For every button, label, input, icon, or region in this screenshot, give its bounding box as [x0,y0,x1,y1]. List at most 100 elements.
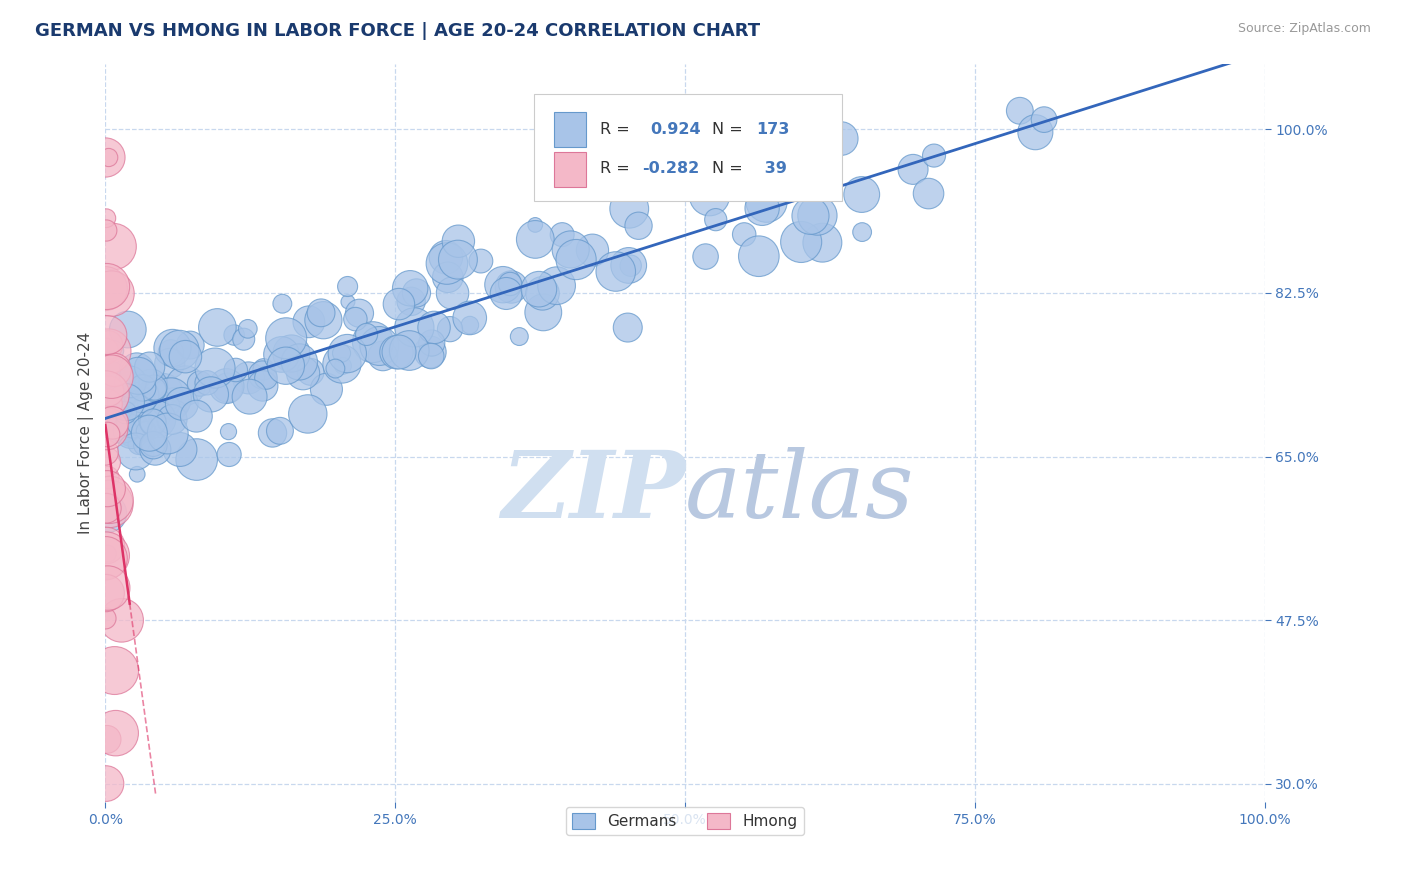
Point [419,345,441,359]
Point [330,346,353,360]
Point [733,227,755,242]
Point [748,249,770,263]
Point [120,426,142,441]
Point [129,394,152,409]
Point [288,355,311,369]
Point [271,296,294,310]
Point [110,613,132,627]
Point [94,551,117,566]
Point [254,371,277,385]
Point [297,407,319,421]
Point [111,419,134,434]
Point [851,225,873,239]
Point [695,250,717,264]
Point [127,368,149,383]
Point [790,235,813,249]
Point [131,381,153,395]
Point [436,270,458,285]
Point [94,281,117,295]
Point [361,335,384,350]
Point [404,320,426,334]
Point [117,322,139,336]
Point [458,318,481,332]
Point [901,162,924,177]
Point [851,187,873,202]
Point [143,383,166,397]
Point [97,470,120,484]
Point [492,277,515,292]
Point [546,278,568,293]
Point [799,209,821,223]
Point [97,344,120,359]
Point [217,381,239,395]
Point [134,438,156,452]
Point [188,376,211,391]
Point [143,381,166,395]
Point [125,444,148,458]
Point [298,315,321,329]
Point [142,437,165,451]
Point [269,424,291,438]
Point [96,506,118,520]
Point [447,252,470,267]
Point [336,346,359,360]
Text: R =: R = [600,121,636,136]
Point [830,131,852,145]
Point [138,416,160,430]
Point [135,424,157,438]
Point [100,368,122,383]
Point [97,581,120,595]
Point [138,360,160,375]
Point [94,549,117,563]
Point [315,382,337,396]
Text: 39: 39 [759,161,787,177]
Point [160,412,183,426]
Point [405,285,427,300]
Point [309,306,332,320]
Point [627,219,650,233]
Point [225,363,247,377]
Point [100,286,122,301]
Point [104,664,127,678]
Point [531,286,554,301]
Bar [554,112,586,147]
Point [280,346,302,360]
Point [96,539,118,553]
Point [94,586,117,600]
Point [806,209,828,223]
Point [253,362,276,376]
Point [399,294,422,309]
Point [186,409,208,424]
Point [195,376,218,390]
Point [811,235,834,250]
Point [120,375,142,389]
Point [499,277,522,291]
Point [142,438,165,452]
Point [447,234,470,248]
Point [114,406,136,420]
Point [527,282,550,296]
Point [186,452,208,467]
Point [619,202,641,216]
Point [332,359,354,373]
Point [96,501,118,516]
Point [371,349,394,363]
Point [439,322,461,336]
Point [368,339,391,353]
Point [605,264,627,278]
Point [652,175,675,189]
Point [138,426,160,441]
Text: atlas: atlas [685,447,914,537]
Point [252,368,274,382]
Point [420,349,443,363]
Point [94,445,117,459]
Point [112,360,135,375]
Point [131,388,153,402]
Point [204,361,226,376]
Point [96,397,118,411]
Point [96,328,118,343]
Point [356,327,378,342]
Point [236,322,259,336]
Point [94,344,117,359]
Text: Source: ZipAtlas.com: Source: ZipAtlas.com [1237,22,1371,36]
